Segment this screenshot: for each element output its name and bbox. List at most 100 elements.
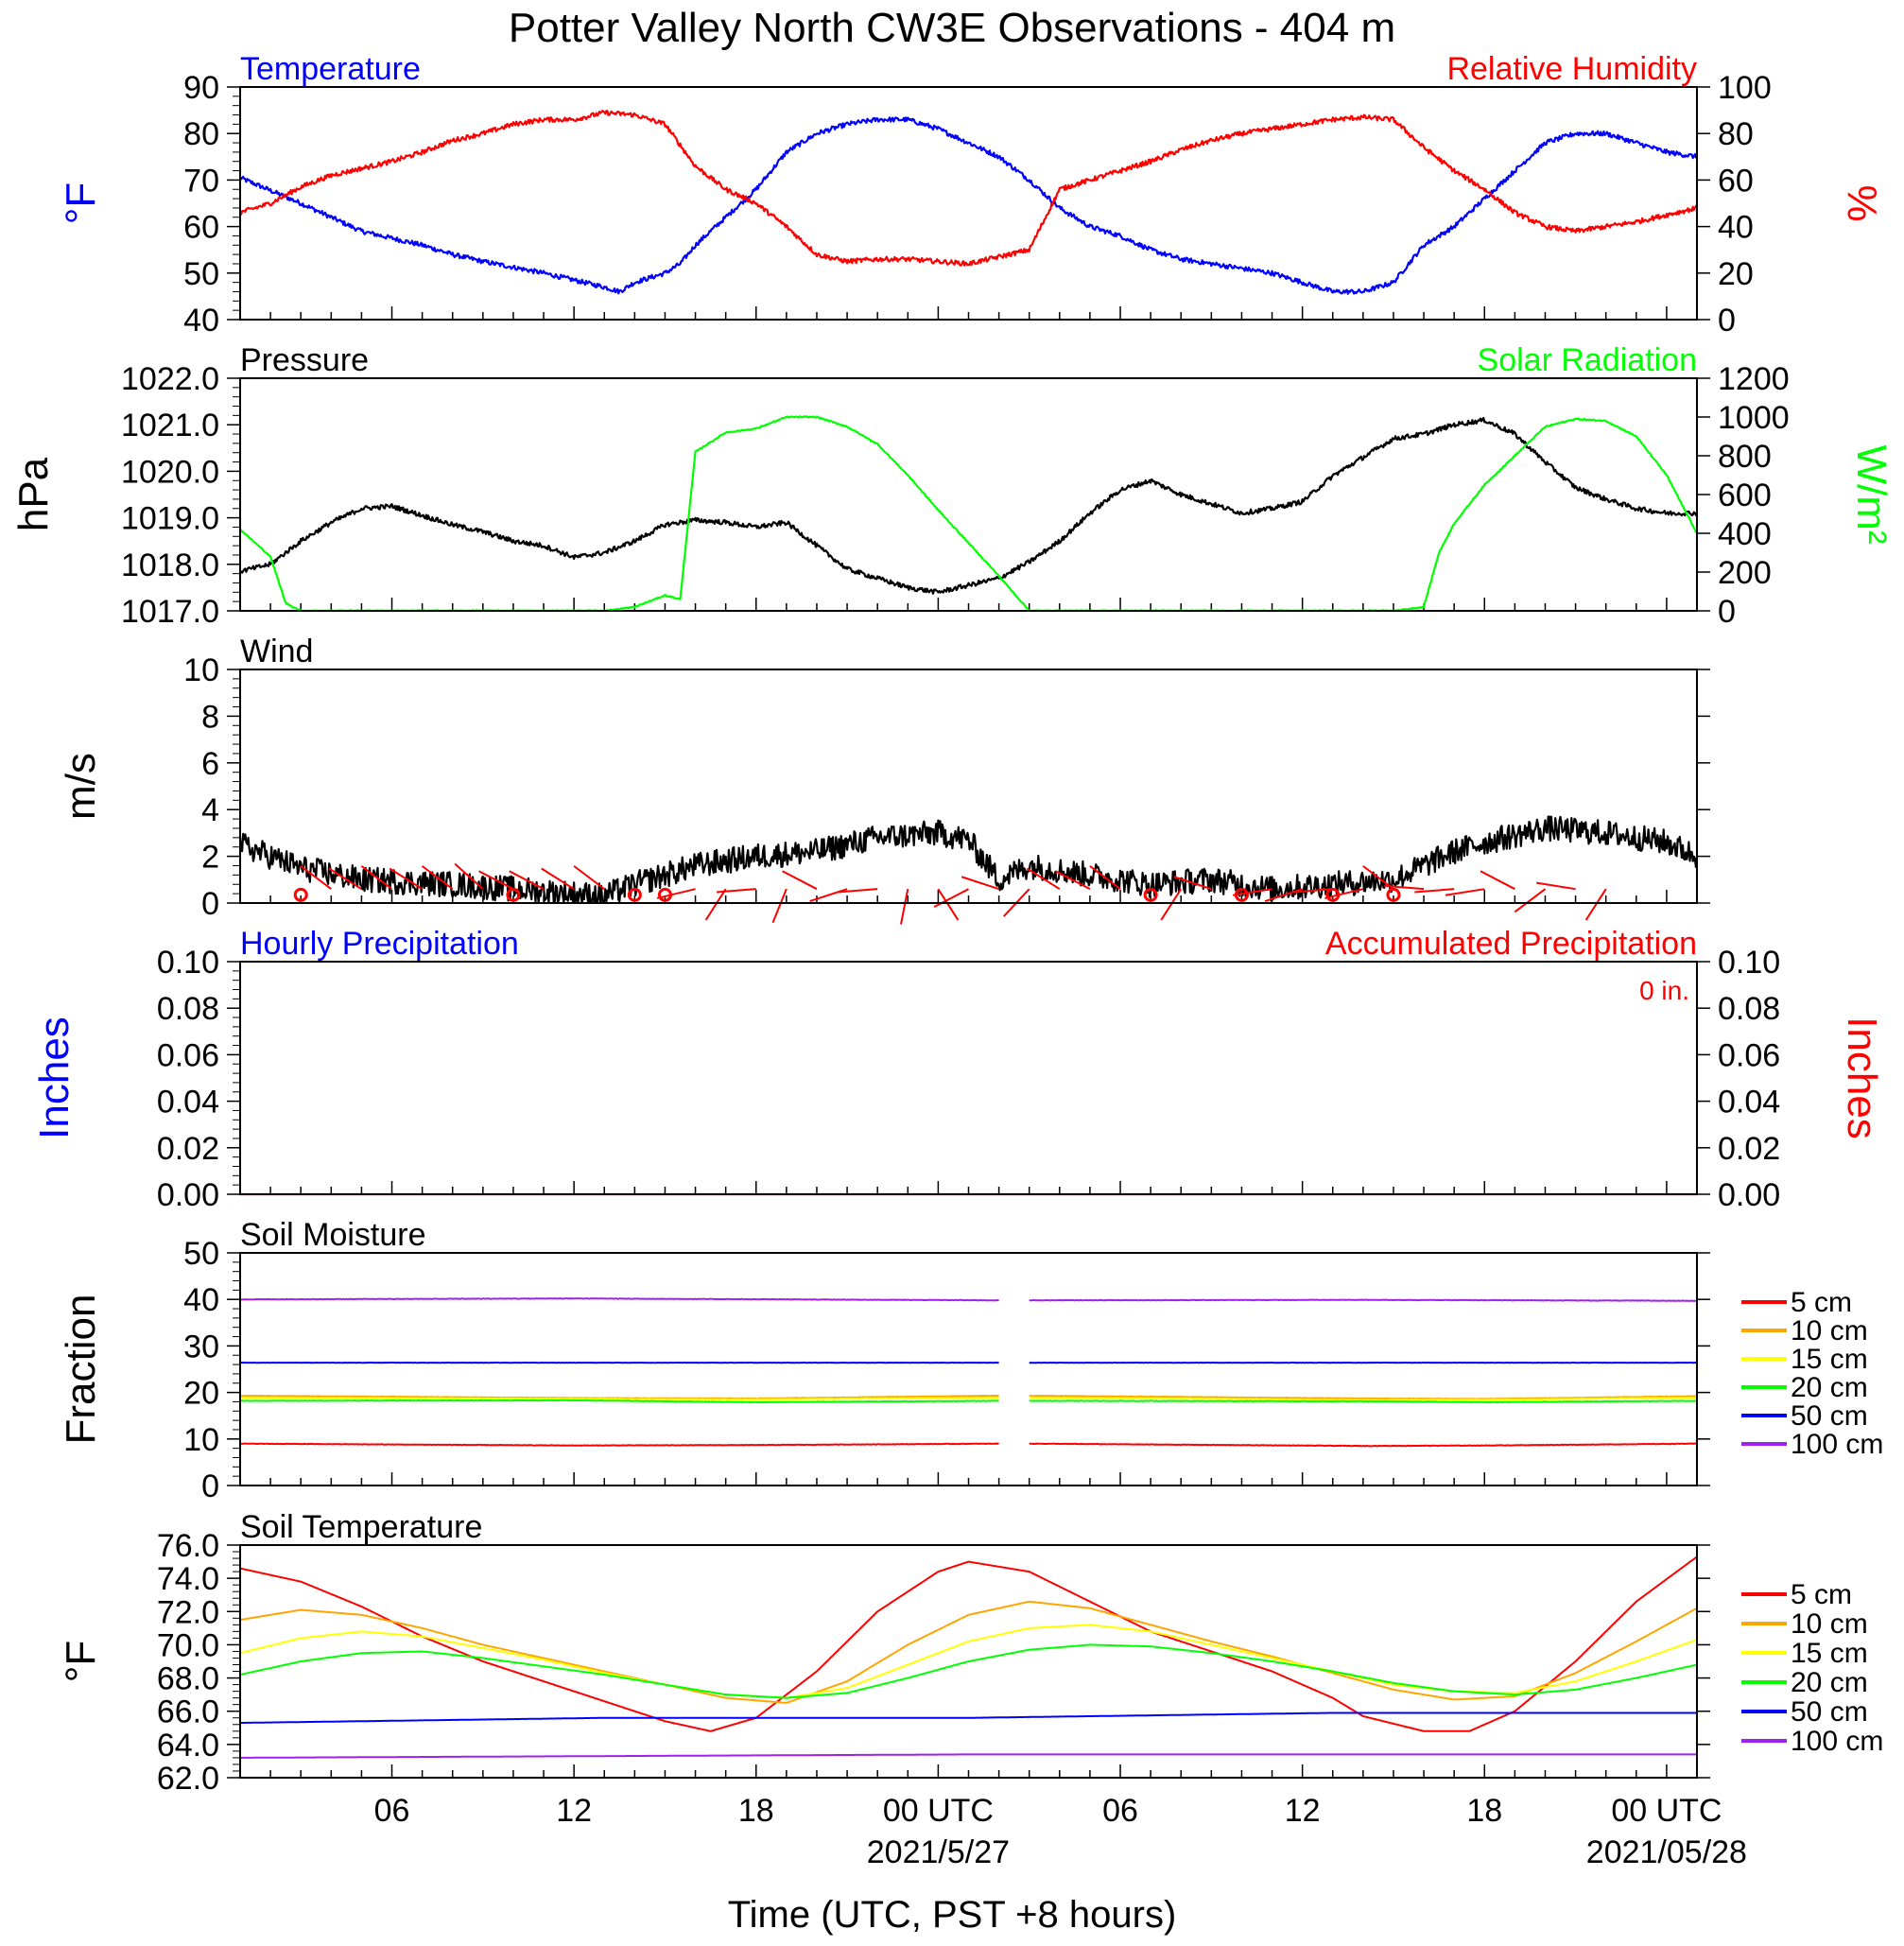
wind-barb [704,888,727,921]
y-tick-label: 0.08 [157,991,219,1027]
y-tick-label: 66.0 [157,1694,219,1730]
y-tick-label-right: 20 [1718,256,1754,292]
y-tick-label: 70.0 [157,1627,219,1663]
x-tick-label: 06 [374,1793,410,1829]
y-tick-label-right: 1000 [1718,400,1790,436]
wind-barb [328,867,362,891]
wind-barb [1055,870,1091,891]
panel-title-left: Temperature [240,51,421,87]
y-tick-label-right: 0.04 [1718,1085,1780,1121]
series-line-10 cm [1029,1394,1698,1400]
y-tick-label: 1018.0 [121,547,219,583]
y-tick-label: 1020.0 [121,454,219,490]
y-tick-label: 60 [183,210,219,246]
series-line-left [238,815,1699,905]
wind-calm-marker [506,887,521,902]
legend-label: 50 cm [1791,1696,1868,1728]
panel-title-left: Pressure [240,342,369,378]
wind-barb [421,865,454,890]
series-line-100 cm [240,1297,999,1302]
panel-title-left: Soil Moisture [240,1217,426,1253]
wind-calm-marker [293,887,308,902]
panel-title-right: Accumulated Precipitation [1325,926,1697,962]
y-axis-label-right: W/m² [1848,444,1895,544]
legend-label: 10 cm [1791,1608,1868,1640]
panel-frame [239,961,1698,1195]
wind-barb [573,865,605,890]
wind-barb [1160,888,1183,921]
panel-frame [239,86,1698,321]
x-tick-label: 12 [556,1793,592,1829]
y-tick-label-right: 1200 [1718,361,1790,397]
x-date-label: 2021/05/28 [1586,1834,1747,1870]
y-tick-label: 20 [183,1376,219,1412]
y-axis-label-left: m/s [58,753,104,820]
x-tick-label: 12 [1285,1793,1321,1829]
y-tick-label: 40 [183,1282,219,1318]
wind-barb [782,870,818,891]
x-tick-label: 00 UTC [1611,1793,1722,1829]
wind-barb [454,862,484,890]
y-axis-label-left: Inches [31,1016,78,1139]
y-tick-label: 90 [183,70,219,106]
x-tick-label: 06 [1102,1793,1138,1829]
y-tick-label: 8 [201,699,219,735]
y-tick-label-right: 0.08 [1718,991,1780,1027]
y-tick-label: 0.04 [157,1085,219,1121]
y-axis-label-left: hPa [10,457,57,531]
y-tick-label: 80 [183,116,219,152]
y-tick-label: 1021.0 [121,408,219,443]
wind-barb [1026,867,1061,891]
panel-pressure_solar: 1017.0 1018.0 1019.0 1020.0 1021.0 1022.0 0200… [10,342,1895,630]
wind-barb [1089,865,1121,890]
legend-label: 15 cm [1791,1344,1868,1375]
wind-barb [478,870,514,891]
wind-barb [838,888,878,894]
wind-barb [1384,884,1425,891]
y-tick-label: 68.0 [157,1661,219,1697]
wind-barb [716,888,756,894]
y-tick-label-right: 60 [1718,163,1754,199]
y-tick-label-right: 600 [1718,478,1772,513]
panel-title-right: Solar Radiation [1478,342,1697,378]
y-tick-label: 0 [201,886,219,922]
series-line-100 cm [1029,1298,1697,1302]
y-tick-label: 6 [201,746,219,782]
y-tick-label: 30 [183,1329,219,1364]
wind-barb [541,867,575,891]
legend-label: 15 cm [1791,1638,1868,1669]
y-tick-label-right: 0.02 [1718,1131,1780,1167]
panel-soil_temperature: 62.064.066.068.070.072.074.076.0 Soil Tem… [58,1509,1883,1797]
series-line-5 cm [1029,1442,1697,1448]
y-tick-label: 74.0 [157,1561,219,1597]
legend-label: 100 cm [1791,1726,1883,1757]
y-tick-label: 50 [183,256,219,292]
series-line-left [239,116,1698,295]
y-tick-label-right: 200 [1718,555,1772,591]
y-tick-label-right: 400 [1718,516,1772,552]
wind-barb [1445,888,1485,896]
y-tick-label: 0.00 [157,1177,219,1213]
legend-label: 5 cm [1791,1579,1852,1610]
wind-barb [937,888,960,921]
wind-calm-marker [627,887,642,902]
y-tick-label: 10 [183,652,219,688]
series-line-right [239,110,1698,267]
series-line-5 cm [239,1555,1698,1732]
y-tick-label-right: 0 [1718,594,1736,630]
y-tick-label: 62.0 [157,1761,219,1797]
series-line-5 cm [240,1442,999,1447]
wind-calm-marker [1386,887,1401,902]
wind-barb [1362,865,1394,890]
panel-frame [239,377,1698,612]
legend-label: 20 cm [1791,1667,1868,1698]
series-line-20 cm [239,1643,1698,1699]
series-line-20 cm [239,1399,999,1404]
y-tick-label: 64.0 [157,1728,219,1764]
x-tick-label: 18 [738,1793,774,1829]
y-tick-label: 70 [183,163,219,199]
y-tick-label: 4 [201,792,219,828]
y-tick-label-right: 0.00 [1718,1177,1780,1213]
